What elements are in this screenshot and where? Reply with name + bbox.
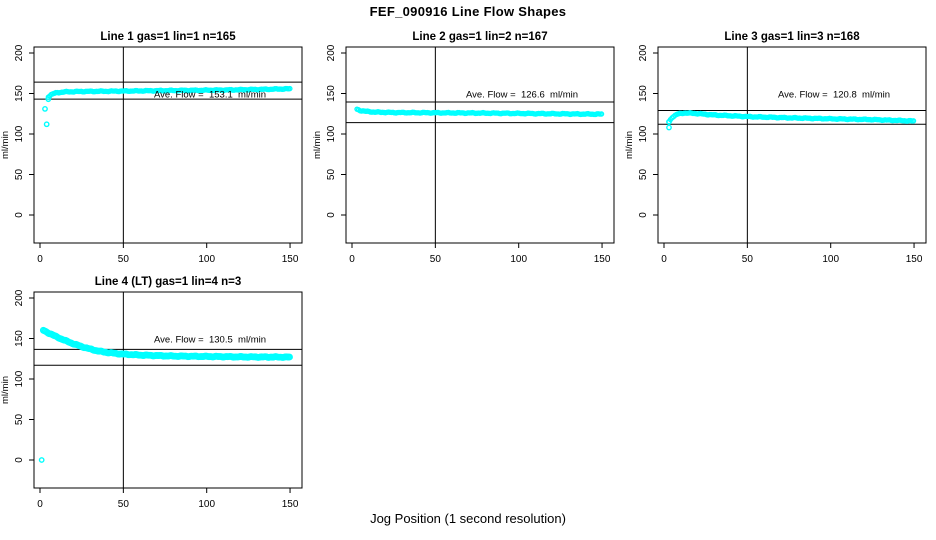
y-axis-title: ml/min xyxy=(0,131,11,159)
x-tick-label: 150 xyxy=(594,254,611,265)
subplot-title: Line 1 gas=1 lin=1 n=165 xyxy=(100,31,236,43)
y-tick-label: 0 xyxy=(326,212,337,218)
y-axis-title: ml/min xyxy=(624,131,635,159)
data-points-layer xyxy=(666,110,917,131)
y-tick-label: 150 xyxy=(14,85,25,102)
y-tick-label: 0 xyxy=(14,457,25,463)
subplot-line-3: Line 3 gas=1 lin=3 n=168 0 50 100 150 200 ml/m… xyxy=(624,25,936,270)
subplot-title: Line 3 gas=1 lin=3 n=168 xyxy=(724,31,860,43)
data-points-layer xyxy=(354,106,605,118)
x-tick-label: 100 xyxy=(198,254,215,265)
data-point xyxy=(287,85,293,92)
ave-flow-annotation: Ave. Flow = 130.5 ml/min xyxy=(154,334,266,345)
subplot-line-1: Line 1 gas=1 lin=1 n=165 0 50 100 150 200 ml/m… xyxy=(0,25,312,270)
x-tick-label: 50 xyxy=(118,254,130,265)
plot-box xyxy=(33,46,303,244)
plot-box xyxy=(33,291,303,489)
y-tick-label: 200 xyxy=(14,44,25,61)
x-tick-label: 150 xyxy=(906,254,923,265)
x-tick-label: 150 xyxy=(282,254,299,265)
data-point xyxy=(38,457,45,463)
subplot-title: Line 2 gas=1 lin=2 n=167 xyxy=(412,31,547,43)
y-tick-label: 50 xyxy=(638,169,649,181)
ave-flow-annotation: Ave. Flow = 126.6 ml/min xyxy=(466,89,578,100)
x-tick-label: 50 xyxy=(430,254,442,265)
data-point xyxy=(43,121,50,128)
subplot-line-3-chart: Line 3 gas=1 lin=3 n=168 0 50 100 150 200 ml/m… xyxy=(624,31,927,265)
y-tick-label: 50 xyxy=(14,414,25,426)
y-tick-label: 200 xyxy=(638,44,649,61)
data-point xyxy=(598,111,605,117)
y-tick-label: 100 xyxy=(638,125,649,142)
y-axis-title: ml/min xyxy=(312,131,323,159)
x-tick-label: 50 xyxy=(118,499,130,510)
x-tick-label: 100 xyxy=(822,254,839,265)
x-tick-label: 50 xyxy=(742,254,754,265)
x-tick-label: 100 xyxy=(198,499,215,510)
plot-box xyxy=(657,46,927,244)
y-tick-label: 150 xyxy=(638,85,649,102)
data-points-layer xyxy=(42,85,293,128)
x-tick-label: 0 xyxy=(349,254,355,265)
subplot-title: Line 4 (LT) gas=1 lin=4 n=3 xyxy=(95,276,241,288)
data-point xyxy=(910,118,917,124)
x-axis-label: Jog Position (1 second resolution) xyxy=(370,511,566,526)
x-tick-label: 100 xyxy=(510,254,527,265)
data-point xyxy=(666,124,672,131)
y-tick-label: 50 xyxy=(326,169,337,181)
y-tick-label: 200 xyxy=(326,44,337,61)
y-tick-label: 50 xyxy=(14,169,25,181)
x-tick-label: 0 xyxy=(37,254,43,265)
subplot-line-2-chart: Line 2 gas=1 lin=2 n=167 0 50 100 150 200 ml/m… xyxy=(312,31,615,265)
y-tick-label: 100 xyxy=(326,125,337,142)
y-tick-label: 200 xyxy=(14,289,25,306)
data-point xyxy=(42,105,48,112)
x-tick-label: 0 xyxy=(661,254,667,265)
y-tick-label: 100 xyxy=(14,125,25,142)
y-tick-label: 0 xyxy=(14,212,25,218)
y-tick-label: 0 xyxy=(638,212,649,218)
y-axis-title: ml/min xyxy=(0,376,11,404)
ave-flow-annotation: Ave. Flow = 153.1 ml/min xyxy=(154,89,266,100)
y-tick-label: 100 xyxy=(14,370,25,387)
subplot-line-2: Line 2 gas=1 lin=2 n=167 0 50 100 150 200 ml/m… xyxy=(312,25,624,270)
subplot-line-4: Line 4 (LT) gas=1 lin=4 n=3 0 50 100 150 200 m… xyxy=(0,270,312,515)
x-tick-label: 0 xyxy=(37,499,43,510)
y-tick-label: 150 xyxy=(14,330,25,347)
subplot-line-4-chart: Line 4 (LT) gas=1 lin=4 n=3 0 50 100 150 200 m… xyxy=(0,276,303,510)
page-title: FEF_090916 Line Flow Shapes xyxy=(369,4,567,19)
data-point xyxy=(286,353,293,361)
y-tick-label: 150 xyxy=(326,85,337,102)
data-points-layer xyxy=(38,326,293,463)
subplot-line-1-chart: Line 1 gas=1 lin=1 n=165 0 50 100 150 200 ml/m… xyxy=(0,31,303,265)
ave-flow-annotation: Ave. Flow = 120.8 ml/min xyxy=(778,89,890,100)
x-tick-label: 150 xyxy=(282,499,299,510)
plot-box xyxy=(345,46,615,244)
